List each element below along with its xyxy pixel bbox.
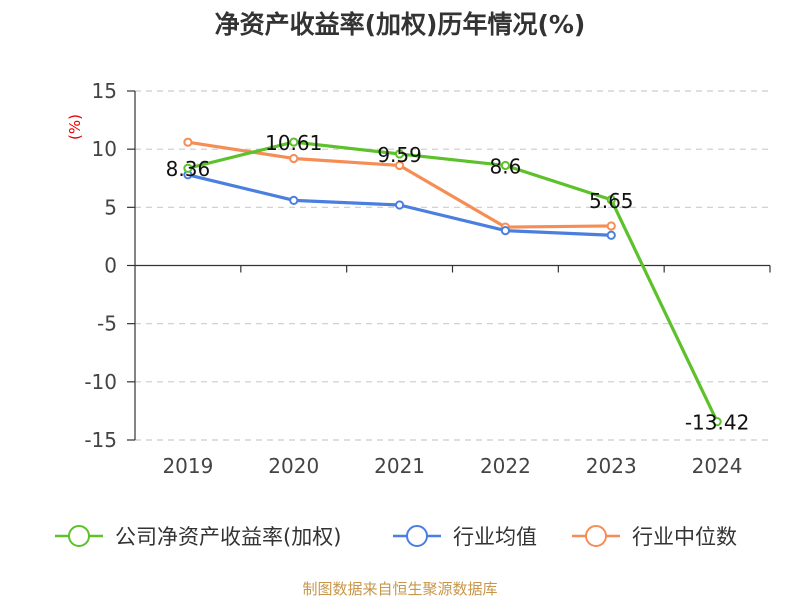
series-point: [712, 417, 722, 427]
y-tick-label: -5: [97, 312, 117, 336]
series-point: [289, 195, 299, 205]
y-tick-label: 15: [92, 79, 117, 103]
y-tick-label: 0: [104, 254, 117, 278]
series-point: [394, 160, 405, 171]
source-note: 制图数据来自恒生聚源数据库: [302, 580, 498, 598]
x-tick-label: 2023: [586, 454, 637, 478]
legend-label: 行业均值: [453, 525, 537, 549]
series-point: [606, 195, 616, 205]
data-labels: 8.36 10.61 9.59 8.6 5.65 -13.42: [166, 131, 750, 435]
series-point: [606, 221, 616, 231]
y-tick-label: 10: [92, 137, 117, 161]
x-tick-label: 2019: [162, 454, 213, 478]
y-tick-label: -15: [84, 428, 117, 452]
x-tick-label: 2022: [480, 454, 531, 478]
series-layer: [183, 137, 722, 427]
y-tick-label: -10: [84, 370, 117, 394]
series-line: [187, 140, 719, 423]
legend-item: 行业中位数: [572, 525, 737, 549]
series-point: [606, 230, 616, 240]
grid: [135, 90, 770, 441]
legend-label: 行业中位数: [632, 525, 737, 549]
y-unit-label: (%): [66, 114, 84, 140]
series-point: [394, 149, 405, 159]
data-label: 5.65: [589, 189, 634, 213]
series-point: [289, 153, 299, 164]
x-tick-label: 2020: [268, 454, 319, 478]
data-label: 8.6: [490, 154, 522, 178]
series-point: [500, 160, 511, 171]
legend-item: 行业均值: [393, 525, 537, 549]
x-tick-label: 2021: [374, 454, 425, 478]
legend-item: 公司净资产收益率(加权): [55, 525, 341, 549]
data-label: 9.59: [377, 143, 422, 167]
data-label: 10.61: [265, 131, 322, 155]
series-point: [394, 200, 405, 210]
series-point: [289, 137, 299, 147]
x-tick-label: 2024: [692, 454, 743, 478]
series-point: [500, 226, 511, 236]
data-label: 8.36: [166, 157, 211, 181]
legend-marker: [406, 525, 428, 547]
chart-title: 净资产收益率(加权)历年情况(%): [215, 10, 586, 39]
series-point: [183, 163, 193, 173]
data-label: -13.42: [685, 411, 749, 435]
y-tick-label: 5: [104, 195, 117, 219]
axes: -15 -10 -5 0 5 10 15 2019 2020 2021 2022 2023 2024: [84, 79, 771, 478]
legend: 公司净资产收益率(加权) 行业均值 行业中位数: [55, 525, 737, 549]
series-point: [183, 137, 193, 147]
legend-marker: [68, 525, 90, 547]
legend-marker: [585, 525, 607, 547]
legend-label: 公司净资产收益率(加权): [115, 525, 341, 549]
